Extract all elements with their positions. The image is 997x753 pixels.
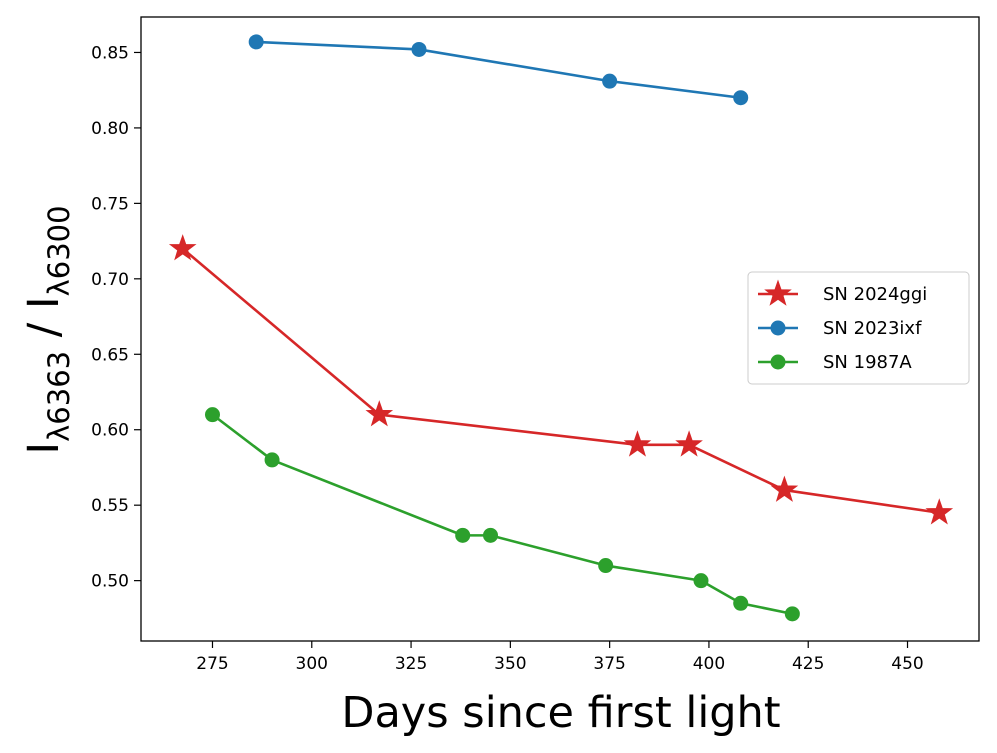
y-label-subscript-1: λ6363 [42,351,76,442]
legend-box [747,271,970,385]
data-point-star [675,430,703,457]
legend-item: SN 1987A [758,352,912,373]
y-tick-label: 0.80 [91,119,129,139]
x-tick-label: 375 [593,654,625,674]
plot-area [168,34,954,622]
data-point [733,90,749,106]
data-point [455,527,471,543]
x-axis-label: Days since first light [341,688,780,738]
data-point [411,41,427,57]
series-line [181,247,940,515]
data-point [264,452,280,468]
y-axis-ticks: 0.50 0.55 0.60 0.65 0.70 0.75 0.80 0.85 [91,43,141,592]
y-label-base-2: I [19,296,69,309]
y-tick-label: 0.85 [91,43,129,63]
axes-frame [140,16,980,642]
x-tick-label: 275 [196,654,228,674]
data-point-star [168,234,197,261]
series-line [256,40,741,100]
data-point [248,34,264,50]
data-point [204,407,220,423]
y-tick-label: 0.50 [91,572,129,592]
y-tick-label: 0.70 [91,270,129,290]
x-tick-label: 450 [891,654,923,674]
series-line [211,413,793,616]
y-label-base-1: I [19,442,69,455]
legend-item: SN 2023ixf [758,318,922,339]
legend-label: SN 2023ixf [823,318,922,339]
y-tick-label: 0.65 [91,345,129,365]
y-tick-label: 0.60 [91,421,129,441]
data-point [784,606,800,622]
data-point [602,73,618,89]
y-tick-label: 0.55 [91,496,129,516]
x-tick-label: 425 [792,654,824,674]
data-point-star [925,498,954,525]
data-point-star [623,430,652,457]
data-point [770,354,786,370]
x-tick-label: 350 [494,654,526,674]
data-point [733,595,749,611]
y-label-separator: / [19,309,69,351]
data-point-star [764,279,792,306]
data-point [482,527,498,543]
x-tick-label: 400 [693,654,725,674]
x-axis-ticks: 275 300 325 350 375 400 425 450 [196,641,924,674]
legend-label: SN 2024ggi [823,284,927,305]
legend-item: SN 2024ggi [758,279,927,306]
x-tick-label: 300 [296,654,328,674]
data-point [598,558,614,574]
y-axis-label: Iλ6363 / Iλ6300 [19,205,76,454]
legend-label: SN 1987A [823,352,912,373]
x-tick-label: 325 [395,654,427,674]
legend: SN 2024ggi SN 2023ixf SN 1987A [747,271,970,385]
data-point-star [770,475,799,502]
series-sn-2023ixf [248,34,749,106]
y-tick-label: 0.75 [91,194,129,214]
data-point [693,573,709,589]
data-point [770,320,786,336]
data-point-star [365,400,394,427]
y-label-subscript-2: λ6300 [42,205,76,296]
series-sn-1987a [204,407,800,622]
series-sn-2024ggi [168,234,954,525]
